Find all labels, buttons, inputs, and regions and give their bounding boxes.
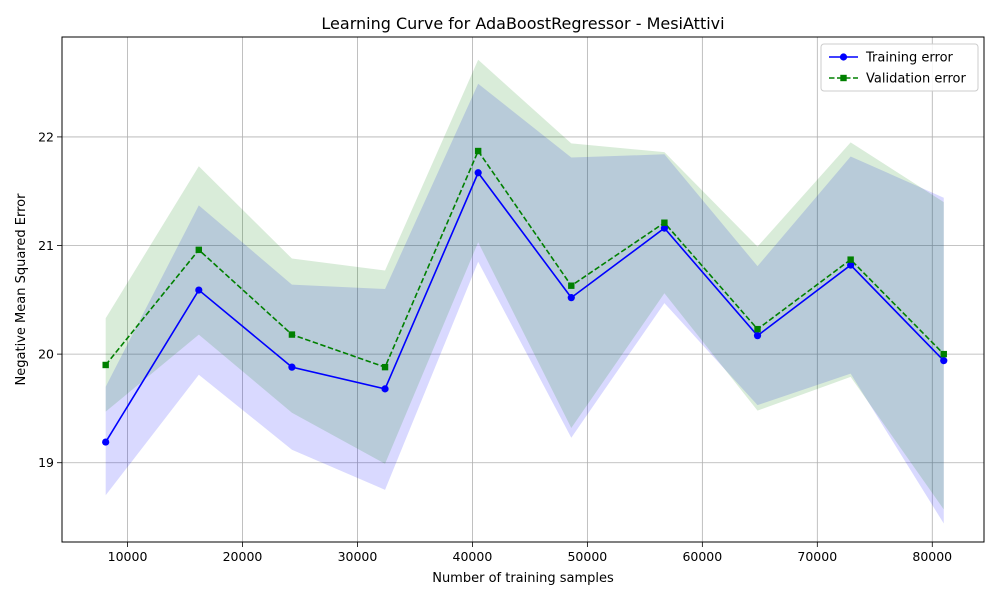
series-0-point	[195, 286, 203, 294]
legend-marker-1	[840, 74, 847, 82]
series-0-point	[474, 169, 482, 177]
x-tick-label: 40000	[453, 549, 493, 564]
series-markers	[102, 147, 948, 446]
series-0-point	[660, 224, 669, 232]
series-lines	[105, 149, 945, 443]
y-axis-title: Negative Mean Squared Error	[14, 193, 29, 386]
series-1-point	[102, 361, 109, 369]
y-tick-label: 22	[38, 129, 54, 144]
series-1-point	[474, 147, 482, 155]
series-1-line	[105, 149, 945, 369]
x-tick-label: 80000	[912, 549, 952, 564]
series-1-point	[754, 325, 761, 333]
series-0-point	[847, 261, 855, 269]
y-tick-label: 21	[38, 238, 54, 253]
legend-box	[820, 43, 979, 92]
grid-lines	[62, 37, 984, 542]
legend-marker-0	[839, 53, 848, 61]
x-axis-title: Number of training samples	[432, 571, 614, 586]
confidence-bands	[105, 59, 944, 524]
plot-frame	[61, 36, 985, 543]
series-1-band	[105, 59, 944, 510]
x-tick-label: 60000	[682, 549, 722, 564]
y-tick-label: 20	[38, 347, 54, 362]
x-tick-label: 10000	[108, 549, 148, 564]
series-0-point	[753, 332, 762, 340]
series-0-line	[105, 171, 945, 443]
x-tick-label: 70000	[797, 549, 837, 564]
series-0-point	[102, 438, 110, 446]
chart-title: Learning Curve for AdaBoostRegressor - M…	[321, 14, 724, 33]
legend-label-0: Training error	[865, 51, 954, 66]
series-1-point	[847, 256, 854, 263]
x-tick-label: 20000	[223, 549, 263, 564]
series-1-point	[940, 350, 947, 358]
series-0-point	[567, 294, 575, 302]
series-0-band	[105, 83, 944, 524]
series-0-point	[288, 363, 296, 371]
series-1-point	[568, 282, 575, 289]
series-1-point	[195, 246, 203, 254]
x-axis-ticks: 10000 20000 30000 40000 50000 60000 70000 80000	[108, 542, 952, 564]
series-1-point	[381, 363, 389, 371]
series-0-point	[381, 385, 389, 393]
y-tick-label: 19	[38, 455, 54, 470]
x-tick-label: 30000	[338, 549, 378, 564]
legend-label-1: Validation error	[866, 72, 966, 87]
legend: Training error Validation error	[820, 43, 979, 92]
series-1-point	[288, 331, 296, 338]
series-0-point	[940, 357, 948, 365]
series-1-point	[661, 219, 668, 226]
y-axis-ticks: 19 20 21 22	[38, 129, 62, 470]
x-tick-label: 50000	[567, 549, 607, 564]
